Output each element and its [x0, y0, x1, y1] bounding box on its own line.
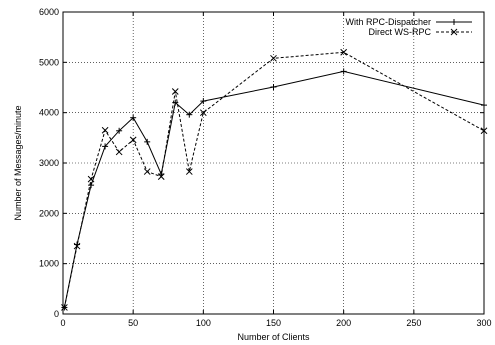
data-point-with-rpc-dispatcher: [186, 111, 193, 118]
series-group: [61, 48, 488, 311]
series-direct-ws-rpc: [61, 48, 488, 311]
grid-lines: [63, 12, 484, 314]
data-point-direct-ws-rpc: [157, 173, 165, 180]
y-axis-label: Number of Messages/minute: [13, 105, 23, 220]
data-point-direct-ws-rpc: [61, 304, 68, 311]
data-point-with-rpc-dispatcher: [88, 182, 95, 189]
legend-label-direct-ws-rpc: Direct WS-RPC: [369, 27, 432, 37]
y-tick-label: 4000: [39, 108, 59, 118]
legend-marker-direct-ws-rpc: [450, 28, 458, 36]
y-tick-label: 5000: [39, 57, 59, 67]
series-line-with-rpc-dispatcher: [63, 70, 485, 308]
x-tick-label: 200: [336, 318, 351, 328]
axis-ticks: 0 50 100 150 200 250 3000100020003000400050006…: [39, 7, 492, 328]
data-point-direct-ws-rpc: [143, 168, 151, 175]
x-axis-label: Number of Clients: [237, 332, 310, 342]
data-point-with-rpc-dispatcher: [270, 83, 277, 90]
data-point-direct-ws-rpc: [101, 126, 109, 134]
data-point-with-rpc-dispatcher: [116, 127, 123, 134]
data-point-direct-ws-rpc: [115, 148, 123, 156]
y-tick-label: 6000: [39, 7, 59, 17]
data-point-with-rpc-dispatcher: [200, 98, 207, 105]
legend: With RPC-Dispatcher Direct WS-RPC: [345, 17, 472, 37]
data-point-direct-ws-rpc: [87, 175, 95, 183]
legend-label-with-rpc-dispatcher: With RPC-Dispatcher: [345, 17, 431, 27]
data-point-with-rpc-dispatcher: [130, 114, 137, 121]
data-point-direct-ws-rpc: [185, 168, 193, 175]
data-point-direct-ws-rpc: [340, 48, 348, 56]
data-point-direct-ws-rpc: [129, 136, 137, 144]
series-with-rpc-dispatcher: [61, 68, 487, 311]
data-point-direct-ws-rpc: [480, 127, 488, 135]
data-point-direct-ws-rpc: [199, 109, 207, 117]
data-point-with-rpc-dispatcher: [340, 68, 347, 75]
y-tick-label: 3000: [39, 158, 59, 168]
y-tick-label: 0: [54, 309, 59, 319]
data-point-with-rpc-dispatcher: [102, 143, 109, 150]
x-tick-label: 250: [406, 318, 421, 328]
x-tick-label: 150: [266, 318, 281, 328]
legend-marker-with-rpc-dispatcher: [451, 19, 457, 25]
series-line-direct-ws-rpc: [63, 51, 485, 308]
x-tick-label: 0: [60, 318, 65, 328]
data-point-with-rpc-dispatcher: [481, 102, 487, 109]
data-point-direct-ws-rpc: [171, 88, 179, 95]
y-tick-label: 1000: [39, 259, 59, 269]
y-tick-label: 2000: [39, 208, 59, 218]
x-tick-label: 50: [128, 318, 138, 328]
data-point-with-rpc-dispatcher: [144, 138, 151, 145]
x-tick-label: 300: [476, 318, 491, 328]
data-point-direct-ws-rpc: [270, 54, 277, 62]
data-point-direct-ws-rpc: [73, 242, 81, 250]
x-tick-label: 100: [196, 318, 211, 328]
